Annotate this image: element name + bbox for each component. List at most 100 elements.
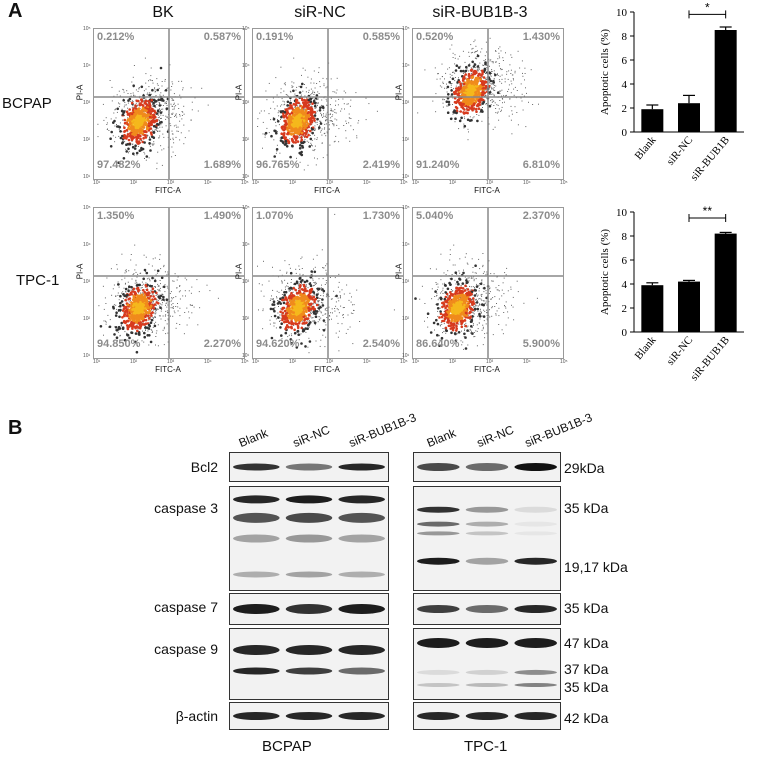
event-dot [478,69,480,71]
event-dot-dense [297,101,300,105]
event-dot-dense [138,294,142,297]
event-dot [329,113,331,115]
event-dot [172,139,174,141]
event-dot [265,90,267,92]
event-dot [179,315,181,317]
event-dot [291,81,293,83]
event-dot [151,329,153,331]
event-dot-dense [286,100,290,104]
event-dot [323,113,324,115]
event-dot [317,321,319,323]
event-dot [454,63,456,65]
event-dot [155,312,157,314]
event-dot [153,141,155,143]
event-dot-dense [121,141,125,144]
event-dot-dense [286,104,289,107]
event-dot [162,114,164,116]
event-dot [491,73,493,74]
event-dot [348,122,350,124]
event-dot [154,91,156,93]
event-dot-dense [152,307,156,310]
event-dot-dense [135,130,139,133]
event-dot [171,113,172,115]
event-dot [166,310,168,312]
event-dot-dense [296,111,300,114]
event-dot [160,124,162,126]
event-dot [464,61,466,63]
event-dot-dense [309,106,312,110]
event-dot [478,67,480,69]
event-dot [160,92,162,94]
event-dot-dense [280,136,284,139]
event-dot [331,116,333,117]
event-dot-dense [284,139,288,143]
event-dot [152,80,153,82]
event-dot [158,285,160,287]
event-dot [132,92,134,94]
event-dot-dense [295,122,299,126]
event-dot-dense [284,119,287,123]
event-dot [312,97,314,99]
event-dot-dense [145,126,149,129]
event-dot [157,289,159,291]
event-dot [128,270,130,272]
event-dot [105,321,107,323]
event-dot [278,115,280,117]
event-dot [159,290,161,292]
event-dot [146,93,148,95]
event-dot-dense [145,104,149,107]
event-dot [138,88,140,90]
event-dot [337,104,339,106]
event-dot [155,91,157,92]
event-dot [138,87,140,88]
event-dot [490,90,491,92]
event-dot [161,100,163,102]
event-dot [498,79,500,81]
flow-plot-0: 0.212% 0.587% 97.482% 1.689% [93,28,245,180]
event-dot-dense [136,142,140,145]
event-dot-dense [121,303,125,307]
event-dot [274,108,276,110]
event-dot-dense [141,320,145,323]
event-dot [107,314,109,316]
event-dot [501,106,503,108]
event-dot [328,114,330,116]
event-dot [511,83,513,85]
event-dot-dense [454,105,458,109]
event-dot [269,323,271,325]
event-dot [164,300,165,302]
event-dot-dense [138,283,141,287]
event-dot [141,140,142,141]
event-dot-dense [289,155,292,159]
event-dot [159,130,161,132]
event-dot [314,129,316,131]
event-dot-dense [131,325,134,328]
event-dot [159,108,160,110]
event-dot [276,150,278,152]
event-dot [119,103,121,105]
event-dot [334,308,336,309]
event-dot-dense [295,99,298,103]
event-dot [279,152,281,154]
event-dot-dense [144,326,147,329]
event-dot [479,62,481,64]
event-dot-dense [289,104,292,107]
event-dot [495,61,497,63]
event-dot [294,106,296,108]
event-dot [157,151,159,153]
event-dot-dense [140,310,144,313]
event-dot-dense [456,93,460,96]
event-dot-dense [132,297,136,301]
event-dot [162,133,164,135]
event-dot [142,100,144,102]
event-dot [469,116,471,118]
event-dot [492,93,494,95]
event-dot-dense [152,295,155,298]
event-dot [148,86,150,88]
event-dot-dense [137,112,141,115]
event-dot [486,77,488,79]
event-dot [115,296,117,297]
event-dot-dense [144,283,148,287]
x-tick-label: 10¹ [252,180,260,186]
event-dot-dense [140,85,144,89]
